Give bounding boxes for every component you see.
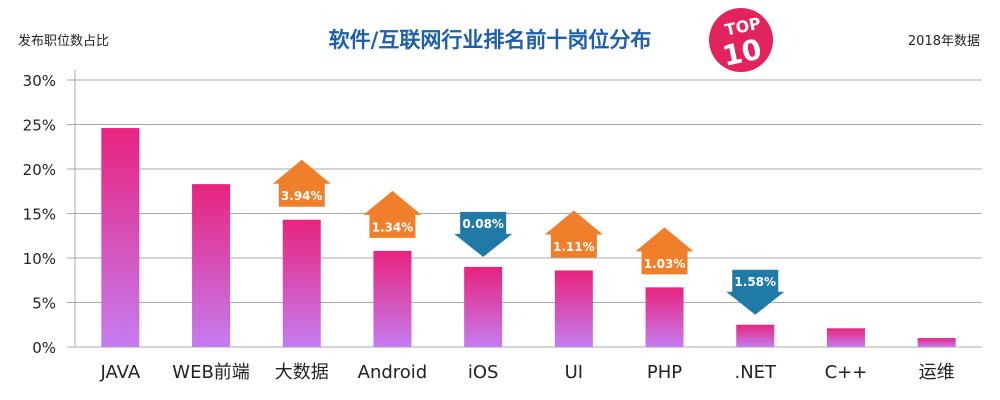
bar <box>101 128 140 347</box>
bar <box>736 324 775 347</box>
bars <box>101 128 956 347</box>
change-arrow-up: 3.94% <box>272 159 331 207</box>
bar <box>826 328 865 347</box>
arrow-up-shape <box>635 227 694 275</box>
annotations: 3.94% 1.34% 0.08% 1.11% 1.03% 1.58% <box>272 159 785 315</box>
change-label: 1.34% <box>372 220 414 234</box>
x-tick-label: WEB前端 <box>172 362 250 383</box>
y-tick-label: 15% <box>23 206 56 224</box>
y-tick-label: 30% <box>23 72 56 90</box>
y-tick-label: 10% <box>23 250 56 268</box>
y-tick-label: 25% <box>23 117 56 135</box>
bar <box>464 266 503 347</box>
page-title: 软件/互联网行业排名前十岗位分布 <box>329 28 652 52</box>
y-tick-label: 0% <box>32 339 56 357</box>
y-tick-label: 5% <box>32 295 56 313</box>
x-tick-label: iOS <box>468 362 499 383</box>
arrow-down-shape <box>454 211 513 257</box>
change-label: 3.94% <box>281 189 323 203</box>
x-ticks: JAVA WEB前端 大数据 Android iOS UI PHP .NET C++ 运维 <box>100 362 955 383</box>
change-arrow-down: 0.08% <box>454 211 513 257</box>
top10-badge: TOP 10 <box>709 8 773 73</box>
change-arrow-up: 1.34% <box>363 190 422 238</box>
arrow-up-shape <box>272 159 331 207</box>
x-tick-label: JAVA <box>100 362 141 383</box>
change-label: 1.58% <box>734 275 776 289</box>
change-label: 1.11% <box>553 240 595 254</box>
x-tick-label: 大数据 <box>275 362 329 383</box>
x-tick-label: PHP <box>647 362 682 383</box>
change-arrow-up: 1.03% <box>635 227 694 275</box>
x-tick-label: .NET <box>734 362 777 383</box>
x-tick-label: C++ <box>825 362 868 383</box>
bar <box>554 270 593 347</box>
bar <box>917 338 956 347</box>
y-tick-label: 20% <box>23 161 56 179</box>
badge-circle <box>709 8 773 72</box>
change-arrow-up: 1.11% <box>544 210 603 258</box>
x-tick-label: 运维 <box>919 362 955 383</box>
change-label: 1.03% <box>644 257 686 271</box>
bar <box>282 219 321 347</box>
bar <box>373 250 412 347</box>
arrow-down-shape <box>726 269 785 315</box>
change-arrow-down: 1.58% <box>726 269 785 315</box>
arrow-up-shape <box>544 210 603 258</box>
x-tick-label: UI <box>565 362 583 383</box>
bar <box>645 287 684 347</box>
badge-number-text: 10 <box>720 33 765 73</box>
y-axis-label: 发布职位数占比 <box>18 33 109 49</box>
change-label: 0.08% <box>462 217 504 231</box>
x-tick-label: Android <box>358 362 428 383</box>
bar <box>192 184 231 347</box>
arrow-up-shape <box>363 190 422 238</box>
y-ticks: 0% 5% 10% 15% 20% 25% 30% <box>23 72 56 357</box>
year-note: 2018年数据 <box>908 34 980 49</box>
